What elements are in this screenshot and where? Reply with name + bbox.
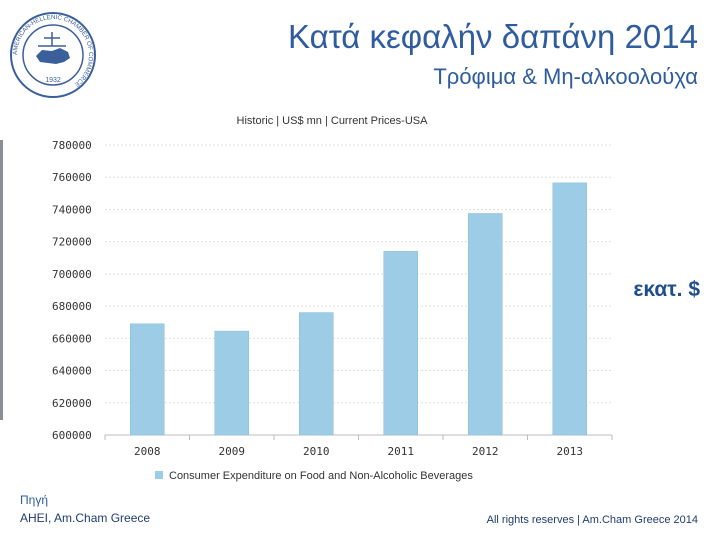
chamber-logo: AMERICAN-HELLENIC CHAMBER OF COMMERCE 19…: [10, 12, 96, 98]
bar-2012: [468, 213, 503, 436]
y-tick-label: 620000: [52, 397, 92, 410]
page-subtitle: Τρόφιμα & Μη-αλκοολούχα: [433, 64, 698, 89]
x-tick-label: 2008: [134, 445, 161, 458]
bar-2013: [552, 182, 587, 436]
x-tick-label: 2010: [303, 445, 330, 458]
y-tick-label: 780000: [52, 139, 92, 152]
page-title: Κατά κεφαλήν δαπάνη 2014: [288, 18, 698, 55]
bar-2008: [130, 323, 165, 436]
y-tick-label: 720000: [52, 236, 92, 249]
left-edge-strip: [0, 140, 3, 420]
bar-2010: [299, 312, 334, 436]
logo-year: 1932: [45, 77, 61, 84]
unit-label: εκατ. $: [633, 278, 700, 301]
x-tick-label: 2013: [557, 445, 584, 458]
legend-swatch: [155, 471, 163, 479]
y-tick-label: 660000: [52, 332, 92, 345]
map-outline-icon: [36, 48, 70, 64]
source-heading: Πηγή: [20, 493, 49, 507]
ship-icon: [38, 32, 66, 47]
y-tick-label: 740000: [52, 203, 92, 216]
y-tick-label: 680000: [52, 300, 92, 313]
chart-title: Historic | US$ mn | Current Prices-USA: [237, 115, 429, 127]
x-tick-label: 2012: [472, 445, 499, 458]
y-tick-label: 760000: [52, 171, 92, 184]
rights-footer: All rights reserves | Am.Cham Greece 201…: [486, 514, 698, 526]
legend-label: Consumer Expenditure on Food and Non-Alc…: [169, 470, 473, 482]
y-tick-label: 600000: [52, 429, 92, 442]
x-tick-label: 2009: [219, 445, 246, 458]
source-text: AHEI, Am.Cham Greece: [20, 511, 151, 525]
y-tick-label: 700000: [52, 268, 92, 281]
x-tick-label: 2011: [388, 445, 415, 458]
bar-2009: [214, 330, 249, 436]
y-tick-label: 640000: [52, 365, 92, 378]
bar-2011: [383, 251, 418, 436]
bar-chart: Historic | US$ mn | Current Prices-USA 6…: [52, 115, 613, 482]
